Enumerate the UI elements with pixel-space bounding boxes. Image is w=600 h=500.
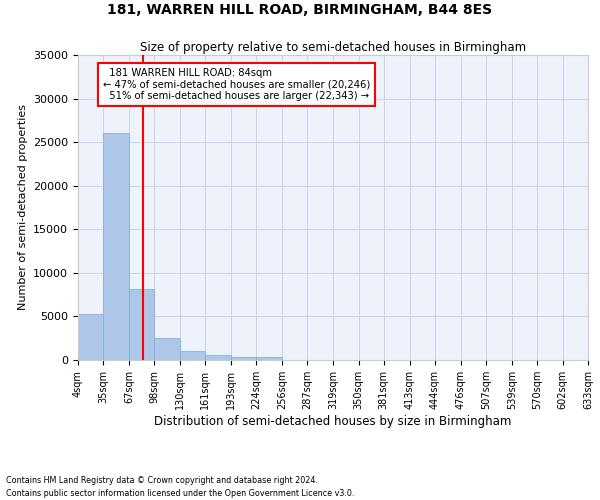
Bar bbox=[256, 358, 283, 360]
Bar bbox=[129, 290, 154, 360]
Text: 181 WARREN HILL ROAD: 84sqm
← 47% of semi-detached houses are smaller (20,246)
 : 181 WARREN HILL ROAD: 84sqm ← 47% of sem… bbox=[103, 68, 370, 102]
Title: Size of property relative to semi-detached houses in Birmingham: Size of property relative to semi-detach… bbox=[140, 41, 526, 54]
X-axis label: Distribution of semi-detached houses by size in Birmingham: Distribution of semi-detached houses by … bbox=[154, 414, 512, 428]
Text: 181, WARREN HILL ROAD, BIRMINGHAM, B44 8ES: 181, WARREN HILL ROAD, BIRMINGHAM, B44 8… bbox=[107, 2, 493, 16]
Bar bbox=[231, 357, 256, 360]
Text: Contains HM Land Registry data © Crown copyright and database right 2024.
Contai: Contains HM Land Registry data © Crown c… bbox=[6, 476, 355, 498]
Bar bbox=[205, 355, 231, 360]
Bar bbox=[180, 352, 205, 360]
Bar bbox=[154, 338, 180, 360]
Bar bbox=[103, 134, 129, 360]
Bar bbox=[78, 314, 103, 360]
Y-axis label: Number of semi-detached properties: Number of semi-detached properties bbox=[17, 104, 28, 310]
